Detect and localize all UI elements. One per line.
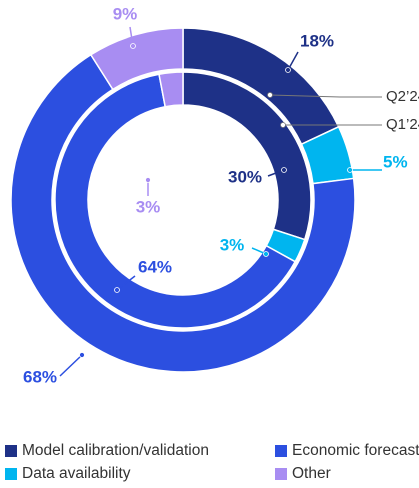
ring-pointer-dot [280,122,286,128]
donut-segment [89,27,184,91]
leader-line [129,26,134,47]
leader-line [116,275,136,291]
value-label: 3% [136,197,161,216]
leader-dot [145,177,151,183]
legend-label: Other [292,465,331,482]
legend-text: Model calibration/validation [22,442,209,459]
leader-dot [114,287,120,293]
leader-dot [263,251,269,257]
donut-segment [10,53,356,373]
value-label: 5% [383,152,408,171]
legend-label: Model calibration/validation [22,442,209,459]
ring-name: Q2’24 [386,88,419,105]
leader-line [287,51,299,71]
value-label: 68% [23,367,57,386]
ring-separator [52,69,314,331]
leader-dot [79,352,85,358]
leader-dot [130,43,136,49]
leader-dot [281,167,287,173]
legend-swatch [275,445,287,457]
legend-label: Economic forecasting* [292,441,419,459]
value-label: 64% [138,257,172,276]
donut-segment [54,73,297,329]
legend-swatch [5,445,17,457]
value-label: 30% [228,167,262,186]
legend-text: Other [292,465,331,482]
legend-text: Data availability [22,465,131,482]
legend-swatch [275,468,287,480]
legend-label: Data availability [22,465,131,482]
ring-name: Q1’24 [386,116,419,133]
value-label: 3% [220,235,245,254]
value-label: 18% [300,31,334,50]
leader-line [59,354,83,377]
ring-pointer [269,94,382,98]
value-label: 9% [113,4,138,23]
donut-segment [158,71,184,108]
leader-dot [285,67,291,73]
ring-pointer-dot [267,92,273,98]
leader-dot [347,167,353,173]
legend-swatch [5,468,17,480]
legend-text: Economic forecasting [292,442,419,459]
